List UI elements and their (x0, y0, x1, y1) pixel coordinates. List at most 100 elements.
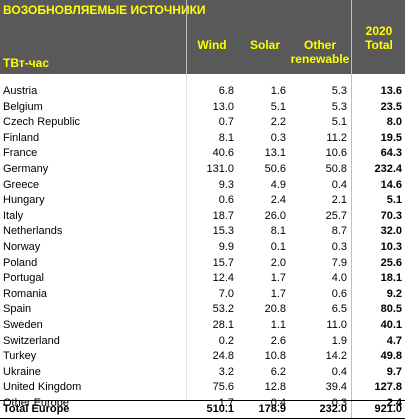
other-value: 0.3 (331, 396, 347, 409)
table-row: Switzerland 0.2 2.6 1.9 4.7 (0, 334, 405, 350)
wind-value: 12.4 (212, 272, 234, 285)
total-value: 64.3 (380, 147, 402, 160)
divider (351, 0, 352, 418)
table-row: Czech Republic 0.7 2.2 5.1 8.0 (0, 115, 405, 131)
solar-value: 2.0 (270, 256, 286, 269)
solar-value: 1.7 (270, 287, 286, 300)
wind-value: 53.2 (212, 303, 234, 316)
total-value: 2.4 (386, 396, 402, 409)
country-name: Portugal (3, 272, 44, 285)
column-header-total: 2020 Total (354, 24, 404, 52)
country-name: Belgium (3, 100, 43, 113)
total-total: 921.0 (374, 403, 402, 415)
divider (186, 0, 187, 74)
other-value: 2.1 (331, 194, 347, 207)
total-value: 232.4 (374, 162, 402, 175)
other-value: 5.3 (331, 85, 347, 97)
table-row: Turkey 24.8 10.8 14.2 49.8 (0, 349, 405, 365)
column-header-total-label: Total (365, 38, 393, 52)
country-name: Germany (3, 162, 49, 175)
other-value: 11.2 (326, 131, 347, 144)
country-name: Other Europe (3, 396, 70, 409)
other-value: 1.9 (331, 334, 347, 347)
country-name: Switzerland (3, 334, 60, 347)
table-row: Spain 53.2 20.8 6.5 80.5 (0, 302, 405, 318)
column-header-solar: Solar (249, 38, 280, 52)
other-value: 0.4 (331, 365, 347, 378)
column-header-other-line2: renewable (290, 52, 350, 66)
solar-value: 0.3 (270, 131, 286, 144)
country-name: Austria (3, 85, 38, 97)
total-value: 49.8 (380, 350, 402, 363)
wind-value: 18.7 (212, 209, 234, 222)
wind-value: 8.1 (218, 131, 234, 144)
table-row: Belgium 13.0 5.1 5.3 23.5 (0, 100, 405, 116)
solar-value: 26.0 (264, 209, 286, 222)
wind-value: 9.9 (218, 240, 234, 253)
other-value: 6.5 (331, 303, 347, 316)
country-name: Sweden (3, 318, 43, 331)
country-name: Romania (3, 287, 48, 300)
solar-value: 1.6 (270, 85, 286, 97)
other-value: 50.8 (325, 162, 347, 175)
wind-value: 6.8 (218, 85, 234, 97)
country-name: Finland (3, 131, 40, 144)
wind-value: 7.0 (218, 287, 234, 300)
solar-value: 12.8 (264, 381, 286, 394)
total-value: 10.3 (380, 240, 402, 253)
wind-value: 9.3 (218, 178, 234, 191)
wind-value: 0.2 (218, 334, 234, 347)
wind-value: 1.7 (218, 396, 234, 409)
other-value: 0.6 (331, 287, 347, 300)
table-header: ВОЗОБНОВЛЯЕМЫЕ ИСТОЧНИКИ ТВт-час Wind So… (0, 0, 405, 74)
column-header-wind: Wind (197, 38, 227, 52)
country-name: United Kingdom (3, 381, 82, 394)
wind-value: 24.8 (212, 350, 234, 363)
total-value: 9.2 (386, 287, 402, 300)
country-name: Turkey (3, 350, 37, 363)
other-value: 10.6 (325, 147, 347, 160)
other-value: 0.3 (331, 240, 347, 253)
table-row: Germany 131.0 50.6 50.8 232.4 (0, 162, 405, 178)
wind-value: 0.6 (218, 194, 234, 207)
other-value: 5.3 (331, 100, 347, 113)
table-row: Finland 8.1 0.3 11.2 19.5 (0, 131, 405, 147)
total-value: 5.1 (386, 194, 402, 207)
country-name: Poland (3, 256, 38, 269)
other-value: 8.7 (331, 225, 347, 238)
table-row: Hungary 0.6 2.4 2.1 5.1 (0, 193, 405, 209)
solar-value: 6.2 (270, 365, 286, 378)
solar-value: 13.1 (264, 147, 286, 160)
wind-value: 131.0 (206, 162, 234, 175)
wind-value: 15.3 (212, 225, 234, 238)
country-name: Norway (3, 240, 41, 253)
column-header-other-line1: Other (303, 38, 336, 52)
solar-value: 4.9 (270, 178, 286, 191)
other-value: 14.2 (325, 350, 347, 363)
country-name: Hungary (3, 194, 45, 207)
divider (186, 74, 187, 400)
table-row: Other Europe 1.7 0.4 0.3 2.4 (0, 396, 405, 412)
table-body: Austria 6.8 1.6 5.3 13.6 Belgium 13.0 5.1 5.3 23.… (0, 84, 405, 411)
total-other: 232.0 (319, 403, 347, 415)
wind-value: 0.7 (218, 116, 234, 129)
table-row: Austria 6.8 1.6 5.3 13.6 (0, 84, 405, 100)
solar-value: 8.1 (270, 225, 286, 238)
total-value: 23.5 (380, 100, 402, 113)
total-wind: 510.1 (206, 403, 234, 415)
table-row: Romania 7.0 1.7 0.6 9.2 (0, 287, 405, 303)
country-name: Greece (3, 178, 40, 191)
solar-value: 2.2 (270, 116, 286, 129)
other-value: 11.0 (326, 318, 347, 331)
wind-value: 3.2 (218, 365, 234, 378)
total-value: 18.1 (380, 272, 402, 285)
other-value: 0.4 (331, 178, 347, 191)
total-value: 70.3 (380, 209, 402, 222)
other-value: 39.4 (325, 381, 347, 394)
country-name: Czech Republic (3, 116, 81, 129)
total-value: 19.5 (380, 131, 402, 144)
total-value: 9.7 (386, 365, 402, 378)
table-row: Netherlands 15.3 8.1 8.7 32.0 (0, 224, 405, 240)
solar-value: 5.1 (270, 100, 286, 113)
total-value: 127.8 (374, 381, 402, 394)
